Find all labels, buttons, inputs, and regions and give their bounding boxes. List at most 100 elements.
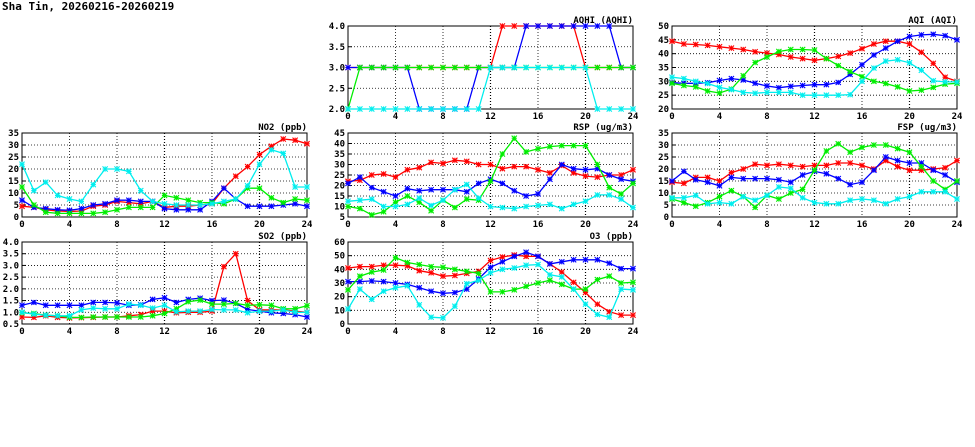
data-point-green: [137, 313, 144, 320]
data-point-green: [368, 269, 375, 276]
data-point-red: [606, 308, 613, 315]
data-point-cyan: [380, 288, 387, 295]
data-point-green: [428, 263, 435, 270]
series-red: [669, 38, 960, 85]
data-point-red: [451, 272, 458, 279]
data-point-cyan: [137, 302, 144, 309]
data-point-red: [404, 166, 411, 173]
data-point-green: [220, 301, 227, 308]
xtick-label: 12: [809, 112, 820, 122]
data-point-green: [380, 208, 387, 215]
data-point-red: [823, 162, 830, 169]
data-point-blue: [90, 299, 97, 306]
data-point-red: [392, 174, 399, 181]
data-point-green: [416, 199, 423, 206]
data-point-red: [752, 161, 759, 168]
data-point-cyan: [380, 203, 387, 210]
data-point-cyan: [511, 205, 518, 212]
data-point-blue: [102, 299, 109, 306]
data-point-red: [882, 38, 889, 45]
data-point-red: [511, 163, 518, 170]
data-point-blue: [859, 179, 865, 186]
data-point-red: [428, 269, 435, 276]
data-point-blue: [894, 38, 901, 45]
data-point-green: [368, 64, 375, 71]
data-point-blue: [930, 167, 937, 174]
data-point-green: [823, 55, 830, 62]
data-point-cyan: [404, 282, 411, 289]
data-point-cyan: [451, 303, 458, 310]
data-point-red: [764, 50, 770, 57]
data-point-green: [870, 142, 877, 148]
data-point-red: [847, 50, 854, 57]
data-point-green: [125, 313, 132, 320]
data-point-cyan: [499, 266, 506, 273]
data-point-green: [680, 199, 687, 206]
data-point-blue: [882, 45, 889, 52]
plot-frame: [347, 132, 634, 218]
data-point-red: [368, 172, 375, 178]
data-point-cyan: [368, 106, 375, 112]
xtick-label: 12: [485, 220, 496, 230]
data-point-blue: [535, 23, 541, 29]
xtick-label: 20: [904, 220, 915, 230]
data-point-blue: [811, 81, 818, 88]
data-point-green: [906, 149, 913, 156]
ytick-label: 10: [8, 189, 19, 199]
xtick-label: 16: [533, 327, 544, 337]
chart-title: RSP (ug/m3): [573, 123, 633, 133]
data-point-blue: [345, 180, 351, 187]
data-point-cyan: [511, 64, 518, 71]
ytick-label: 50: [658, 22, 669, 32]
data-point-blue: [392, 280, 399, 286]
data-point-green: [463, 64, 470, 71]
data-point-cyan: [102, 166, 109, 172]
data-point-blue: [19, 302, 25, 309]
data-point-cyan: [894, 196, 901, 202]
data-point-green: [404, 193, 411, 199]
data-point-cyan: [30, 187, 37, 194]
xtick-label: 24: [952, 220, 963, 230]
data-point-cyan: [66, 196, 73, 202]
data-point-green: [775, 196, 782, 202]
data-point-red: [523, 163, 530, 170]
chart-aqhi: 2.0 2.5 3.0 3.5 4.0 0 4 8 12 16 20 24 AQHI (AQHI): [329, 16, 639, 122]
plot-frame: [671, 25, 958, 110]
data-point-cyan: [463, 181, 470, 188]
data-point-red: [799, 55, 806, 62]
data-point-cyan: [918, 67, 925, 74]
xtick-label: 4: [393, 220, 399, 230]
data-point-cyan: [669, 194, 675, 201]
data-point-blue: [835, 175, 842, 182]
data-point-green: [859, 73, 865, 80]
data-point-cyan: [304, 309, 310, 316]
series-cyan: [345, 64, 636, 112]
data-point-cyan: [90, 181, 97, 188]
xtick-label: 24: [628, 220, 639, 230]
data-point-red: [835, 160, 842, 166]
data-point-cyan: [304, 184, 310, 190]
data-point-cyan: [161, 302, 168, 309]
data-point-cyan: [404, 201, 411, 208]
data-point-cyan: [523, 262, 530, 269]
series-green: [345, 135, 636, 218]
data-point-green: [799, 46, 806, 53]
data-point-red: [740, 46, 747, 53]
data-point-red: [775, 51, 782, 58]
data-point-red: [582, 289, 589, 296]
data-point-red: [368, 263, 375, 270]
ytick-label: 0: [14, 213, 19, 223]
data-point-green: [268, 302, 275, 309]
data-point-green: [558, 281, 565, 288]
data-point-cyan: [292, 309, 299, 316]
data-point-red: [630, 166, 636, 173]
data-point-cyan: [137, 187, 144, 194]
data-point-cyan: [173, 202, 180, 208]
data-point-green: [930, 84, 937, 91]
data-point-cyan: [487, 203, 494, 210]
data-point-green: [523, 148, 530, 155]
ytick-label: 20: [658, 165, 669, 175]
data-point-cyan: [256, 308, 263, 315]
ytick-label: 3.0: [329, 64, 345, 74]
data-point-cyan: [930, 188, 937, 195]
